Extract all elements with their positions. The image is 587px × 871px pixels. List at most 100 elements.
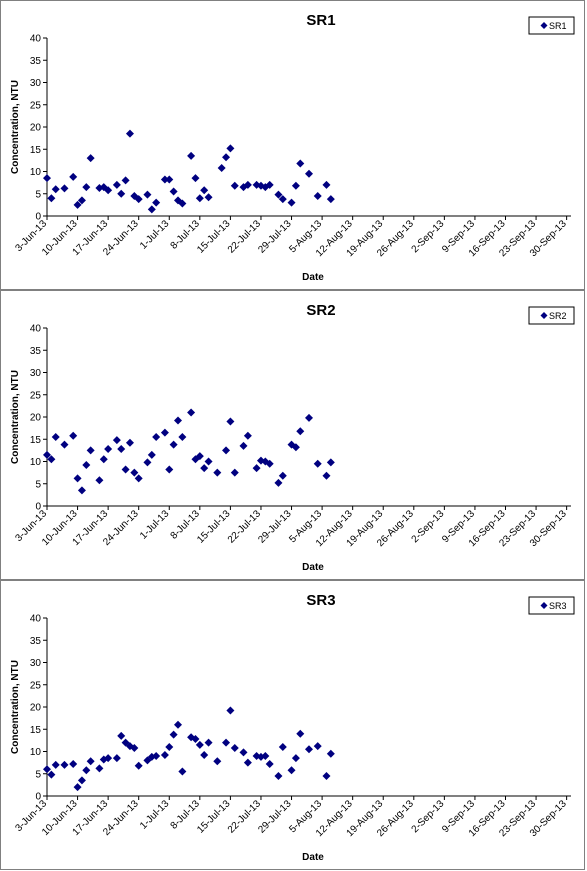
data-point-sr2 (278, 471, 287, 480)
data-point-sr2 (117, 445, 126, 454)
data-point-sr1 (117, 189, 126, 198)
data-point-sr3 (147, 752, 156, 761)
data-point-sr2 (86, 446, 95, 455)
data-point-sr1 (143, 190, 152, 199)
chart-title: SR3 (306, 592, 335, 609)
data-point-sr3 (152, 751, 161, 760)
data-point-sr1 (112, 180, 121, 189)
data-point-sr2 (130, 468, 139, 477)
data-point-sr2 (230, 468, 239, 477)
data-point-sr3 (239, 748, 248, 757)
data-point-sr1 (200, 186, 209, 195)
data-point-sr3 (213, 757, 222, 766)
data-point-sr2 (322, 471, 331, 480)
chart-sr1: SR105101520253035403-Jun-1310-Jun-1317-J… (10, 12, 575, 283)
y-tick-label: 15 (30, 145, 42, 156)
data-point-sr3 (226, 706, 235, 715)
data-point-sr2 (73, 474, 82, 483)
chart-sr2: SR205101520253035403-Jun-1310-Jun-1317-J… (10, 302, 575, 573)
data-point-sr3 (77, 776, 86, 785)
y-tick-label: 35 (30, 636, 42, 647)
data-point-sr3 (134, 761, 143, 770)
data-point-sr2 (226, 417, 235, 426)
y-tick-label: 35 (30, 56, 42, 67)
x-tick-label: 29-Jul-13 (256, 508, 294, 546)
y-tick-label: 5 (35, 189, 41, 200)
data-point-sr2 (169, 440, 178, 449)
data-point-sr3 (274, 771, 283, 780)
data-point-sr3 (265, 759, 274, 768)
data-point-sr1 (274, 190, 283, 199)
data-point-sr2 (121, 465, 130, 474)
data-point-sr1 (195, 194, 204, 203)
data-point-sr1 (152, 198, 161, 207)
data-point-sr1 (169, 187, 178, 196)
data-point-sr2 (187, 408, 196, 417)
y-tick-label: 15 (30, 435, 42, 446)
data-point-sr1 (313, 191, 322, 200)
data-point-sr2 (178, 433, 187, 442)
y-tick-label: 15 (30, 725, 42, 736)
data-point-sr2 (60, 440, 69, 449)
y-tick-label: 0 (35, 502, 41, 513)
data-point-sr3 (47, 770, 56, 779)
y-tick-label: 25 (30, 100, 42, 111)
data-point-sr2 (326, 458, 335, 467)
legend-box (528, 596, 575, 615)
data-point-sr1 (77, 196, 86, 205)
data-point-sr1 (222, 153, 231, 162)
data-point-sr3 (178, 767, 187, 776)
data-point-sr2 (95, 476, 104, 485)
chart-panel-sr3: SR3 0 5 10 15 20 25 30 35 40 3-Jun-13 10-Jun-13 17-J… (0, 580, 585, 870)
data-point-sr2 (200, 464, 209, 473)
legend-marker (540, 312, 548, 319)
data-point-sr1 (226, 144, 235, 153)
data-point-sr3 (51, 760, 60, 769)
legend-marker (540, 22, 548, 29)
y-axis-title: Concentration, NTU (10, 660, 21, 754)
x-tick-label: 29-Jul-13 (256, 218, 294, 256)
x-tick-label: 1-Jul-13 (138, 218, 172, 252)
data-point-sr1 (160, 175, 169, 184)
data-point-sr1 (134, 195, 143, 204)
y-tick-label: 5 (35, 769, 41, 780)
x-tick-label: 1-Jul-13 (138, 508, 172, 542)
data-point-sr2 (82, 461, 91, 470)
data-point-sr1 (125, 129, 134, 138)
data-point-sr1 (326, 195, 335, 204)
data-point-sr3 (169, 730, 178, 739)
y-tick-label: 0 (35, 212, 41, 223)
data-point-sr2 (174, 416, 182, 425)
y-tick-label: 20 (30, 413, 42, 424)
data-point-sr1 (73, 200, 82, 209)
y-axis-title: Concentration, NTU (10, 370, 21, 464)
chart-panel-sr1: SR1 0 5 10 15 20 25 30 35 40 3-Jun-13 10-Jun-13 17-J… (0, 0, 585, 290)
y-tick-label: 10 (30, 457, 42, 468)
legend: SR1 (528, 16, 575, 35)
data-point-sr1 (51, 185, 60, 194)
data-point-sr3 (86, 757, 95, 766)
y-tick-label: 35 (30, 346, 42, 357)
data-point-sr3 (256, 752, 265, 761)
data-point-sr3 (130, 743, 139, 752)
y-tick-label: 40 (30, 34, 42, 45)
data-point-sr1 (60, 184, 69, 193)
data-point-sr3 (174, 720, 182, 729)
legend-label: SR2 (549, 311, 567, 321)
data-point-sr1 (82, 183, 91, 192)
x-axis-title: Date (302, 562, 324, 573)
data-point-sr3 (160, 751, 169, 760)
data-point-sr3 (117, 731, 126, 740)
data-point-sr1 (165, 175, 174, 184)
data-point-sr2 (152, 433, 161, 442)
y-tick-label: 30 (30, 78, 42, 89)
data-point-sr2 (160, 428, 169, 437)
data-point-sr3 (125, 742, 134, 751)
legend-label: SR3 (549, 601, 567, 611)
data-point-sr3 (95, 764, 104, 773)
data-point-sr1 (104, 186, 113, 195)
data-point-sr1 (243, 180, 252, 189)
data-point-sr3 (187, 733, 196, 742)
data-point-sr3 (296, 729, 305, 738)
y-axis-title: Concentration, NTU (10, 80, 21, 174)
